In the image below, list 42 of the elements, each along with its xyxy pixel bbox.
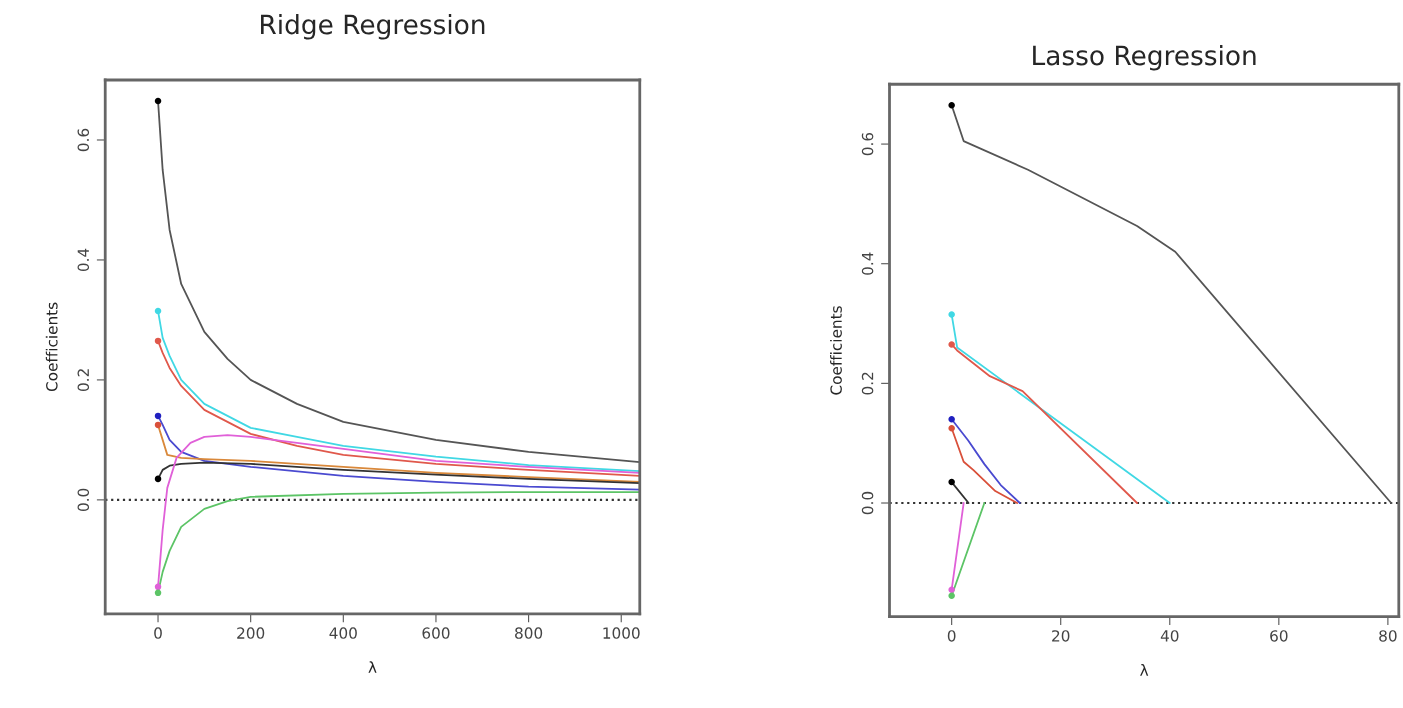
x-axis-title: λ	[1140, 664, 1149, 676]
y-tick-label: 0.6	[861, 132, 874, 156]
y-tick-label: 0.0	[77, 488, 90, 512]
x-tick-label: 20	[1052, 630, 1070, 642]
point	[154, 307, 162, 315]
point	[154, 421, 162, 429]
x-tick-label: 0	[947, 630, 956, 642]
y-tick-label: 0.4	[77, 248, 90, 272]
y-tick-label: 0.2	[77, 369, 90, 392]
chart-title: Ridge Regression	[261, 14, 485, 40]
y-tick-label: 0.4	[861, 252, 874, 275]
point	[154, 475, 162, 483]
y-axis-title: Coefficients	[830, 306, 842, 395]
chart-title: Lasso Regression	[1033, 44, 1256, 71]
point	[948, 311, 955, 318]
point	[948, 478, 955, 486]
point	[948, 341, 955, 348]
x-tick-label: 800	[515, 627, 543, 639]
x-tick-label: 200	[237, 627, 265, 639]
x-tick-label: 600	[422, 627, 450, 639]
point	[948, 416, 955, 423]
x-tick-label: 400	[329, 627, 357, 639]
point	[154, 583, 162, 591]
point	[948, 592, 955, 599]
point	[948, 586, 955, 594]
point	[154, 97, 162, 105]
point	[948, 101, 955, 109]
point	[154, 412, 162, 420]
x-tick-label: 60	[1270, 630, 1288, 642]
y-tick-label: 0.6	[77, 128, 90, 152]
point	[948, 424, 955, 432]
x-tick-label: 80	[1379, 630, 1397, 642]
x-tick-label: 0	[154, 627, 162, 639]
x-tick-label: 1000	[603, 627, 640, 639]
x-axis-title: λ	[368, 661, 377, 673]
line-series	[950, 343, 1138, 504]
x-tick-label: 40	[1160, 630, 1179, 642]
y-axis-title: Coefficients	[45, 302, 58, 392]
point	[154, 589, 162, 597]
y-tick-label: 0.0	[861, 491, 874, 515]
y-tick-label: 0.2	[861, 372, 874, 395]
point	[154, 337, 162, 345]
